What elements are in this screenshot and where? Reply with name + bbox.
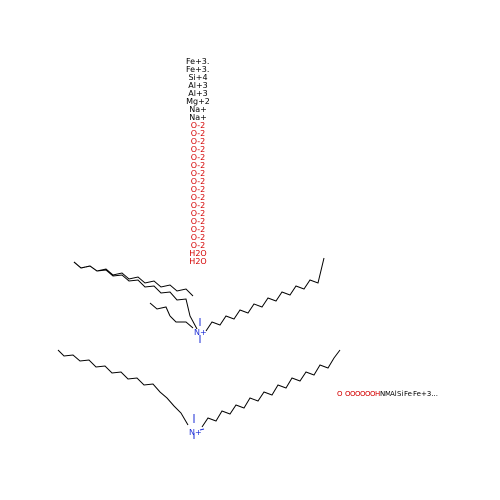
alkyl-chain	[149, 302, 171, 317]
ion-label: O-2	[190, 162, 206, 170]
ion-label: Fe+3	[404, 390, 413, 398]
ion-label: O-2	[190, 178, 206, 186]
ion-label: O-2	[190, 242, 206, 250]
ion-label: Na+	[380, 390, 385, 398]
ion-label: H2O	[189, 258, 207, 266]
ion-label: Na+	[189, 114, 207, 122]
ion-label: Al+3	[390, 390, 397, 398]
ion-label: O-2	[190, 194, 206, 202]
ion-label: Si+4	[188, 74, 208, 82]
ion-label: O-2	[190, 138, 206, 146]
alkyl-chain	[201, 349, 341, 428]
ion-label: O-2	[345, 390, 350, 398]
ammonium-label-bottom: N+	[189, 428, 202, 437]
bond-lines	[57, 257, 341, 428]
ion-label-column: Fe+3...Fe+3...Si+4Al+3Al+3Mg+2Na+Na+O-2O…	[186, 58, 210, 266]
ion-label: Mg+2	[385, 390, 390, 398]
ion-label: O-2	[190, 154, 206, 162]
ion-label: O-2	[370, 390, 375, 398]
ion-label: O-2	[190, 234, 206, 242]
ion-label: O	[337, 390, 343, 398]
ion-label-row: OO-2O-2O-2O-2O-2O-2H2ONa+Mg+2Al+3Si+4Fe+…	[337, 389, 439, 399]
ion-label: Al+3	[188, 82, 208, 90]
ion-label: H2O	[375, 390, 380, 398]
ion-label: O-2	[190, 186, 206, 194]
ion-label: O-2	[355, 390, 360, 398]
ion-label: O-2	[365, 390, 370, 398]
nitrogen-bond-lines	[193, 318, 205, 439]
ion-label: Fe+3...	[186, 66, 210, 74]
ion-label: Mg+2	[186, 98, 210, 106]
n-bond	[199, 428, 205, 431]
ammonium-label-top: N+	[194, 328, 207, 337]
ion-label: Fe+3...	[413, 390, 438, 398]
ion-label: O-2	[190, 130, 206, 138]
alkyl-chain	[57, 349, 189, 426]
ion-label: O-2	[190, 210, 206, 218]
alkyl-chain	[73, 261, 198, 330]
alkyl-chain	[169, 315, 194, 329]
ion-label: Na+	[189, 106, 207, 114]
ion-label: O-2	[190, 170, 206, 178]
ion-label: O-2	[190, 218, 206, 226]
alkyl-chain	[205, 257, 325, 332]
ion-label: O-2	[350, 390, 355, 398]
ion-label: O-2	[190, 146, 206, 154]
ion-label: O-2	[360, 390, 365, 398]
ion-label: Si+4	[397, 390, 404, 398]
ion-label: O-2	[190, 202, 206, 210]
ion-label: Fe+3...	[186, 58, 210, 66]
ion-label: Al+3	[188, 90, 208, 98]
ion-label: O-2	[190, 226, 206, 234]
ion-label: H2O	[189, 250, 207, 258]
ion-label: O-2	[190, 122, 206, 130]
